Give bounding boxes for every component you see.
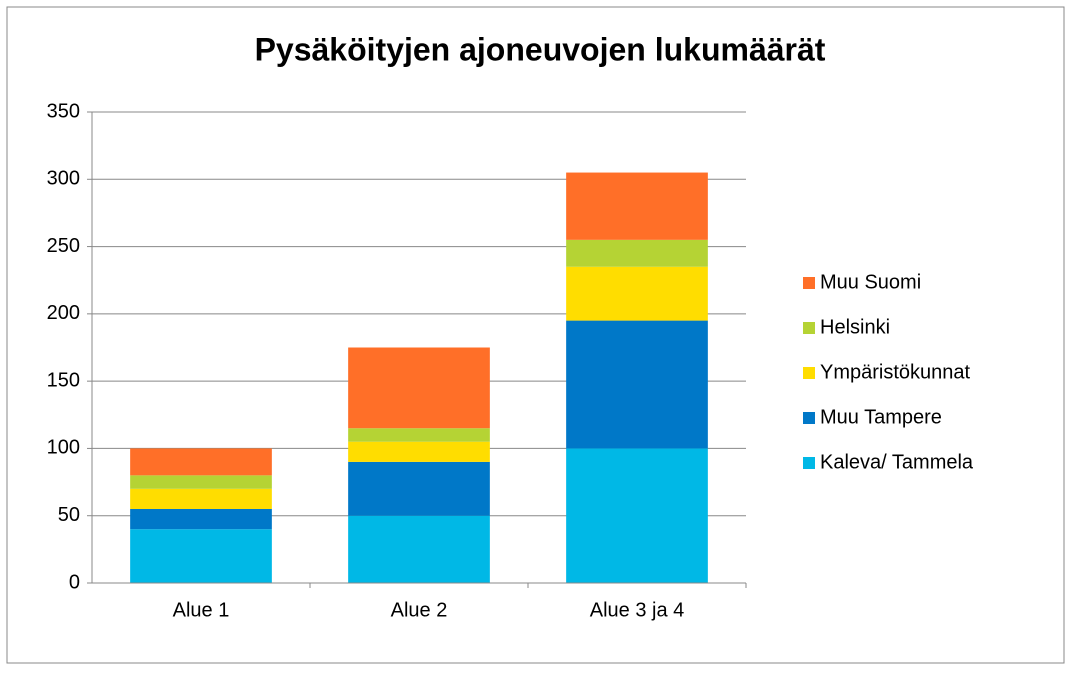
legend-label: Muu Tampere [820,406,942,428]
y-tick-label: 100 [47,437,80,459]
legend-label: Kaleva/ Tammela [820,451,974,473]
bar-segment [130,475,272,489]
bar-segment [348,441,490,462]
bar-segment [348,461,490,516]
y-tick-label: 0 [69,571,80,593]
bar-segment [348,515,490,583]
legend-swatch [803,367,815,379]
y-tick-label: 300 [47,168,80,190]
y-tick-label: 200 [47,302,80,324]
bar-segment [566,266,708,321]
legend-swatch [803,277,815,289]
bar-segment [130,508,272,530]
bar-segment [566,172,708,240]
bar-segment [130,448,272,476]
x-tick-label: Alue 3 ja 4 [590,599,685,621]
bar-segment [566,320,708,449]
chart-title: Pysäköityjen ajoneuvojen lukumäärät [255,31,826,67]
legend-swatch [803,322,815,334]
bar-segment [566,239,708,267]
x-tick-label: Alue 1 [173,599,230,621]
legend-label: Helsinki [820,316,890,338]
bar-segment [348,347,490,429]
y-tick-label: 250 [47,235,80,257]
legend-swatch [803,412,815,424]
y-tick-label: 50 [58,504,80,526]
y-tick-label: 350 [47,100,80,122]
bar-segment [130,529,272,583]
bar-segment [348,428,490,442]
legend-swatch [803,457,815,469]
y-tick-label: 150 [47,369,80,391]
bar-segment [566,448,708,583]
legend-label: Muu Suomi [820,271,921,293]
bar-segment [130,488,272,509]
legend-label: Ympäristökunnat [820,361,971,383]
x-tick-label: Alue 2 [391,599,448,621]
